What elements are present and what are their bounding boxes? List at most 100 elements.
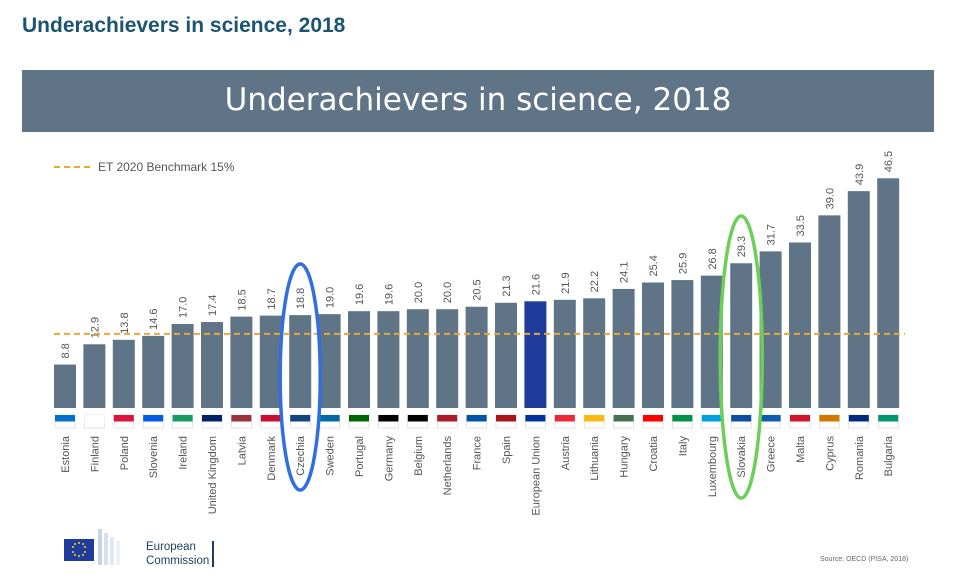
value-label-malta: 33.5 (795, 215, 807, 236)
value-label-croatia: 25.4 (648, 255, 660, 276)
tick-label-cyprus: Cyprus (824, 436, 836, 471)
bar-austria (553, 299, 576, 408)
european-commission-logo-icon (64, 529, 120, 565)
tick-label-european-union: European Union (530, 436, 542, 516)
value-label-france: 20.5 (472, 279, 484, 300)
tick-label-lithuania: Lithuania (589, 435, 601, 481)
tick-label-romania: Romania (854, 435, 866, 480)
value-label-spain: 21.3 (501, 275, 513, 296)
value-label-germany: 19.6 (383, 284, 395, 305)
logo-line-1: European (146, 541, 196, 553)
czechia-highlight-circle (278, 262, 322, 492)
flag-cyprus-icon (819, 414, 840, 429)
source-note: Source: OECD (PISA, 2018) (820, 556, 909, 563)
benchmark-legend-label: ET 2020 Benchmark 15% (98, 160, 235, 174)
tick-label-croatia: Croatia (648, 435, 660, 471)
bar-italy (671, 280, 694, 408)
page-heading: Underachievers in science, 2018 (22, 14, 346, 37)
tick-label-ireland: Ireland (178, 436, 190, 470)
flag-austria-icon (554, 414, 576, 429)
flag-european-union-icon (525, 414, 546, 429)
value-label-romania: 43.9 (854, 164, 866, 185)
flag-luxembourg-icon (701, 414, 723, 429)
flag-spain-icon (495, 414, 517, 429)
bar-slovenia (142, 335, 165, 408)
tick-label-hungary: Hungary (619, 436, 631, 478)
bar-luxembourg (700, 275, 723, 408)
tick-label-finland: Finland (89, 436, 101, 472)
flag-denmark-icon (260, 414, 282, 429)
tick-label-spain: Spain (501, 436, 513, 464)
tick-label-greece: Greece (766, 436, 778, 472)
value-label-greece: 31.7 (766, 224, 778, 245)
value-label-ireland: 17.0 (178, 297, 190, 318)
benchmark-legend-line (54, 166, 90, 168)
value-label-sweden: 19.0 (325, 287, 337, 308)
slovakia-highlight-circle (718, 214, 764, 500)
tick-label-poland: Poland (119, 436, 131, 470)
flag-romania-icon (848, 414, 870, 429)
bar-croatia (642, 282, 664, 408)
flag-portugal-icon (348, 414, 370, 429)
bar-germany (377, 311, 400, 408)
bar-poland (112, 339, 135, 408)
value-label-netherlands: 20.0 (442, 282, 454, 303)
flag-estonia-icon (54, 414, 76, 429)
bar-netherlands (436, 309, 459, 408)
flag-ireland-icon (172, 414, 193, 429)
value-label-luxembourg: 26.8 (707, 248, 719, 269)
flag-bulgaria-icon (877, 414, 899, 429)
flag-france-icon (466, 414, 487, 429)
value-label-estonia: 8.8 (60, 343, 72, 358)
tick-label-estonia: Estonia (60, 435, 72, 473)
bar-romania (847, 191, 870, 408)
tick-label-slovenia: Slovenia (148, 435, 160, 478)
tick-label-germany: Germany (383, 436, 395, 482)
value-label-finland: 12.9 (89, 317, 101, 338)
bar-cyprus (818, 215, 841, 408)
flag-belgium-icon (407, 414, 429, 429)
logo-divider (212, 541, 214, 567)
value-label-belgium: 20.0 (413, 282, 425, 303)
flag-netherlands-icon (436, 414, 458, 429)
bar-united-kingdom (201, 322, 223, 408)
tick-label-austria: Austria (560, 435, 572, 470)
flag-croatia-icon (642, 414, 664, 429)
value-label-austria: 21.9 (560, 272, 572, 293)
bar-lithuania (583, 298, 606, 408)
value-label-czechia: 18.8 (295, 288, 307, 309)
flag-hungary-icon (613, 414, 634, 429)
bar-greece (759, 251, 782, 408)
bar-bulgaria (877, 178, 900, 408)
tick-label-belgium: Belgium (413, 436, 425, 476)
flag-germany-icon (378, 414, 399, 429)
tick-label-luxembourg: Luxembourg (707, 436, 719, 497)
value-label-slovakia: 29.3 (736, 236, 748, 257)
value-label-portugal: 19.6 (354, 284, 366, 305)
bar-spain (495, 302, 517, 408)
tick-label-italy: Italy (677, 436, 689, 457)
flag-latvia-icon (231, 414, 252, 429)
tick-label-latvia: Latvia (236, 435, 248, 465)
tick-label-netherlands: Netherlands (442, 436, 454, 496)
flag-czechia-icon (289, 414, 311, 429)
value-label-cyprus: 39.0 (824, 188, 836, 209)
flag-slovenia-icon (142, 414, 164, 429)
chart-title-banner: Underachievers in science, 2018 (22, 70, 934, 132)
value-label-denmark: 18.7 (266, 288, 278, 309)
value-label-slovenia: 14.6 (148, 308, 160, 329)
logo-line-2: Commission (146, 555, 210, 567)
flag-malta-icon (789, 414, 811, 429)
tick-label-portugal: Portugal (354, 436, 366, 477)
value-label-european-union: 21.6 (530, 274, 542, 295)
flag-slovakia-icon (730, 414, 752, 429)
tick-label-malta: Malta (795, 435, 807, 463)
value-label-poland: 13.8 (119, 312, 131, 333)
bar-malta (789, 242, 811, 408)
bar-belgium (406, 309, 429, 408)
bar-france (465, 306, 488, 408)
tick-label-bulgaria: Bulgaria (883, 435, 895, 476)
value-label-hungary: 24.1 (619, 262, 631, 283)
chart-title: Underachievers in science, 2018 (224, 82, 732, 118)
